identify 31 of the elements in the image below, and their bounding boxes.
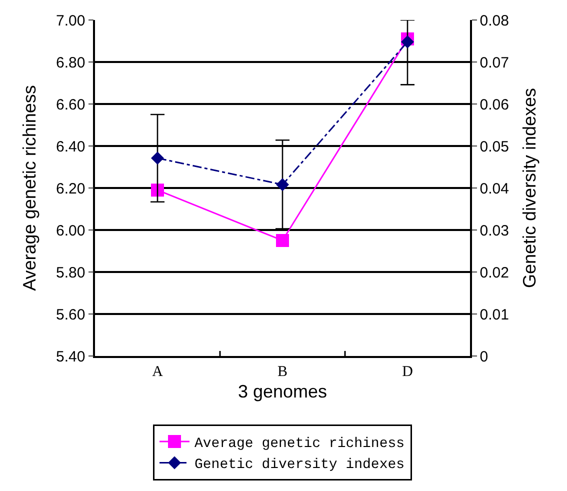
- legend-label: Average genetic richiness: [194, 436, 405, 452]
- y-tick-label: 6.60: [56, 96, 86, 114]
- point: [151, 152, 164, 165]
- y2-tick-label: 0.04: [480, 180, 509, 198]
- y-tick-label: 7.00: [56, 12, 86, 30]
- point: [401, 35, 414, 48]
- point: [151, 184, 164, 197]
- y2-tick-label: 0.02: [480, 264, 509, 282]
- y-tick-label: 6.80: [56, 54, 86, 72]
- x-tick-label: B: [277, 364, 288, 380]
- y-tick-label: 6.20: [56, 180, 86, 198]
- y2-tick-label: 0.07: [480, 54, 509, 72]
- y-tick-label: 5.80: [56, 264, 86, 282]
- y2-tick-label: 0.06: [480, 96, 509, 114]
- y-tick-label: 5.60: [56, 306, 86, 324]
- y2-tick-label: 0: [480, 348, 488, 366]
- y-tick-label: 6.40: [56, 138, 86, 156]
- y-tick-label: 6.00: [56, 222, 86, 240]
- legend-label: Genetic diversity indexes: [194, 457, 405, 474]
- y-tick-label: 5.40: [56, 348, 86, 366]
- y-axis-title: Average genetic richiness: [20, 85, 40, 291]
- x-tick-label: A: [152, 364, 164, 380]
- y2-tick-label: 0.05: [480, 138, 509, 156]
- y2-tick-label: 0.08: [480, 12, 509, 30]
- x-tick-label: D: [402, 364, 414, 380]
- y2-tick-label: 0.01: [480, 306, 509, 324]
- x-axis-title: 3 genomes: [238, 381, 328, 402]
- point: [276, 178, 289, 192]
- point: [276, 234, 289, 247]
- y2-axis-title: Genetic diversity indexes: [520, 88, 540, 288]
- y2-tick-label: 0.03: [480, 222, 509, 240]
